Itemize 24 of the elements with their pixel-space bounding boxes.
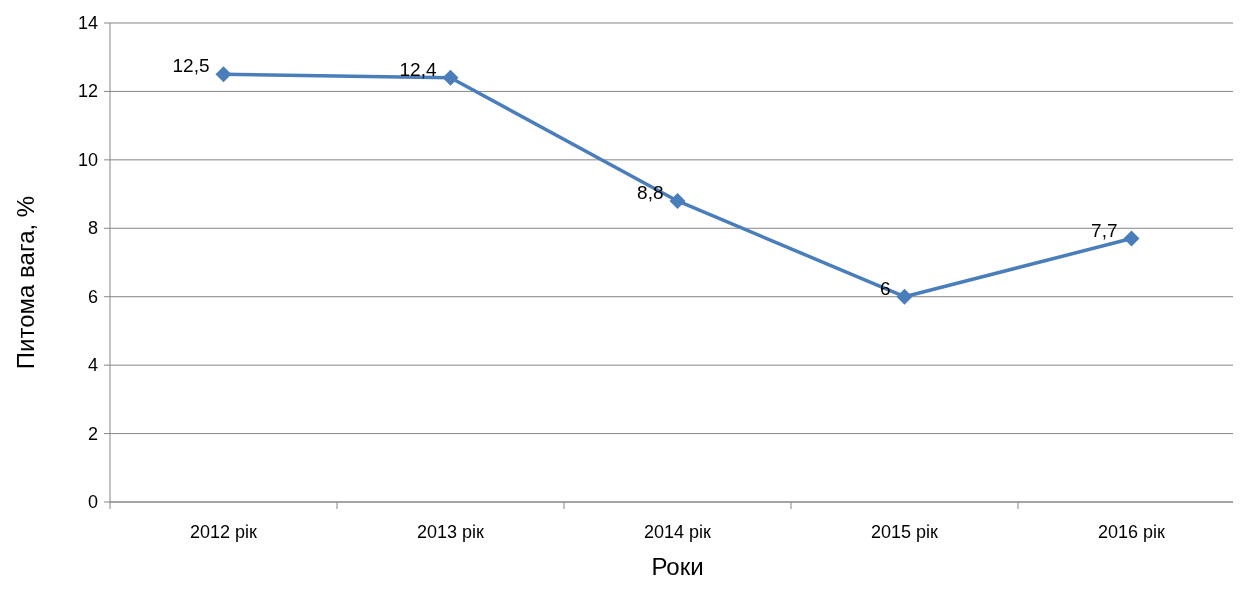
y-tick-label: 10 [77, 149, 98, 170]
data-label: 7,7 [1091, 219, 1118, 241]
y-tick-label: 0 [87, 492, 98, 512]
x-tick-label: 2012 рік [190, 522, 258, 542]
data-label: 12,4 [399, 58, 437, 80]
y-axis-title: Питома вага, % [12, 195, 39, 370]
y-tick-label: 2 [87, 423, 98, 444]
y-tick-label: 6 [87, 286, 98, 307]
y-tick-label: 14 [77, 13, 98, 33]
point [896, 288, 913, 305]
y-tick-label: 8 [87, 218, 98, 239]
x-tick-label: 2016 рік [1098, 522, 1166, 542]
x-tick-label: 2014 рік [644, 522, 712, 542]
point [442, 69, 459, 86]
point [1123, 230, 1140, 247]
y-tick-label: 4 [87, 355, 98, 376]
data-label: 8,8 [637, 181, 664, 203]
point [669, 192, 686, 209]
y-tick-label: 12 [77, 81, 98, 102]
x-tick-label: 2013 рік [417, 522, 485, 542]
point [215, 66, 232, 83]
x-tick-label: 2015 рік [871, 522, 939, 542]
x-axis-title: Роки [651, 553, 704, 580]
data-label: 12,5 [172, 55, 210, 77]
